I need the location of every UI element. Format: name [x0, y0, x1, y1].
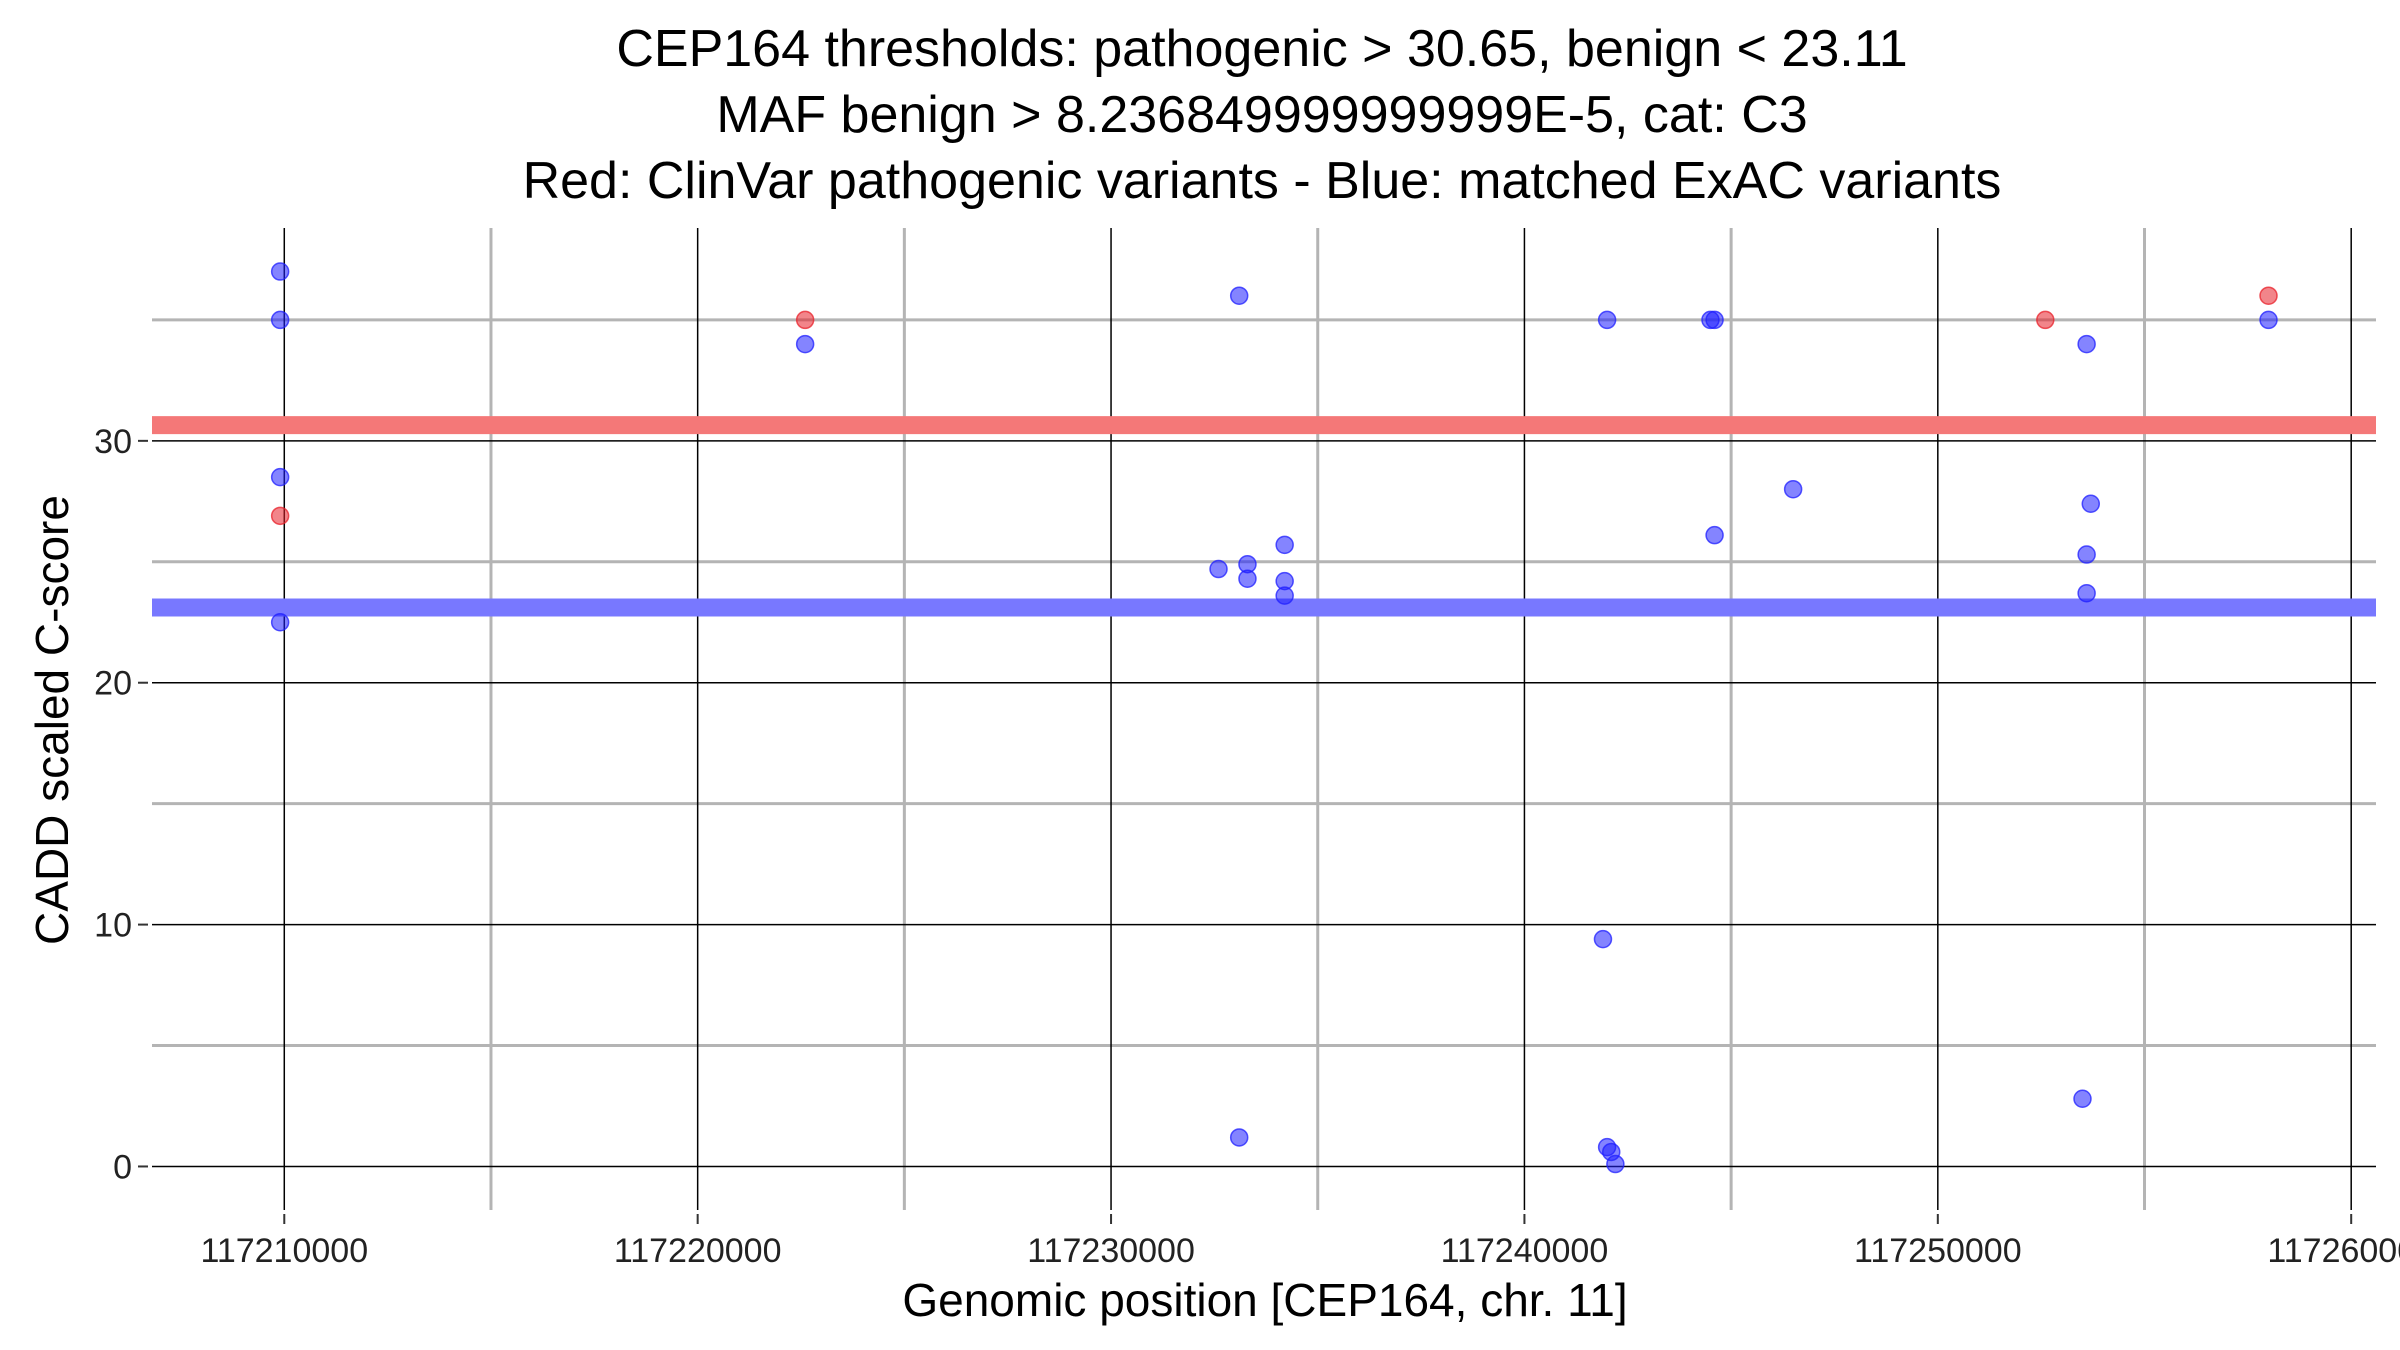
chart-title-line-1: CEP164 thresholds: pathogenic > 30.65, b…	[616, 20, 1907, 78]
benign-point	[2081, 494, 2101, 513]
benign-point	[1705, 525, 1724, 545]
benign-point	[1593, 929, 1613, 949]
x-axis-ticks: 117210000 117220000 117230000 117240000 1172…	[200, 1214, 2400, 1270]
y-tick-label: 0	[113, 1148, 132, 1186]
benign-point	[270, 613, 290, 632]
threshold-lines	[152, 416, 2376, 617]
pathogenic-point	[2036, 310, 2055, 330]
x-tick-label: 117210000	[200, 1232, 368, 1270]
x-tick-label: 117250000	[1854, 1232, 2022, 1270]
benign-point	[270, 467, 290, 487]
benign-point	[2077, 583, 2096, 603]
benign-point	[795, 334, 815, 354]
benign-point	[270, 262, 290, 281]
y-tick-label: 10	[94, 907, 132, 945]
benign-point	[1229, 286, 1249, 305]
benign-point	[1275, 535, 1294, 555]
x-axis-title: Genomic position [CEP164, chr. 11]	[902, 1274, 1627, 1326]
benign-point	[2259, 310, 2278, 330]
chart-title: CEP164 thresholds: pathogenic > 30.65, b…	[523, 20, 2002, 210]
pathogenic-point	[2259, 286, 2278, 305]
benign-point	[1209, 559, 1228, 579]
chart-title-line-3: Red: ClinVar pathogenic variants - Blue:…	[523, 152, 2002, 210]
pathogenic-point	[270, 506, 290, 526]
minor-grid	[152, 228, 2376, 1210]
benign-point	[1606, 1154, 1625, 1174]
data-points	[270, 262, 2278, 1174]
benign-point	[2077, 545, 2096, 564]
benign-point	[1275, 586, 1294, 605]
benign-point	[1229, 1128, 1249, 1147]
benign-point	[2073, 1089, 2092, 1108]
benign-point	[1701, 310, 1720, 330]
y-tick-label: 20	[94, 665, 132, 703]
y-axis-title: CADD scaled C-score	[26, 495, 78, 945]
y-tick-label: 30	[94, 423, 132, 461]
x-tick-label: 117220000	[614, 1232, 782, 1270]
y-axis-ticks: 0 10 20 30	[94, 423, 148, 1186]
benign-point	[1238, 569, 1257, 588]
pathogenic-point	[795, 310, 815, 330]
chart-title-line-2: MAF benign > 8.236849999999999E-5, cat: …	[716, 86, 1807, 144]
benign-point	[270, 310, 290, 330]
x-tick-label: 117260000	[2267, 1232, 2400, 1270]
benign-point	[1597, 310, 1617, 330]
benign-point	[1783, 479, 1803, 499]
benign-point	[2077, 334, 2096, 354]
x-tick-label: 117240000	[1441, 1232, 1609, 1270]
x-tick-label: 117230000	[1027, 1232, 1195, 1270]
major-grid	[152, 228, 2376, 1210]
